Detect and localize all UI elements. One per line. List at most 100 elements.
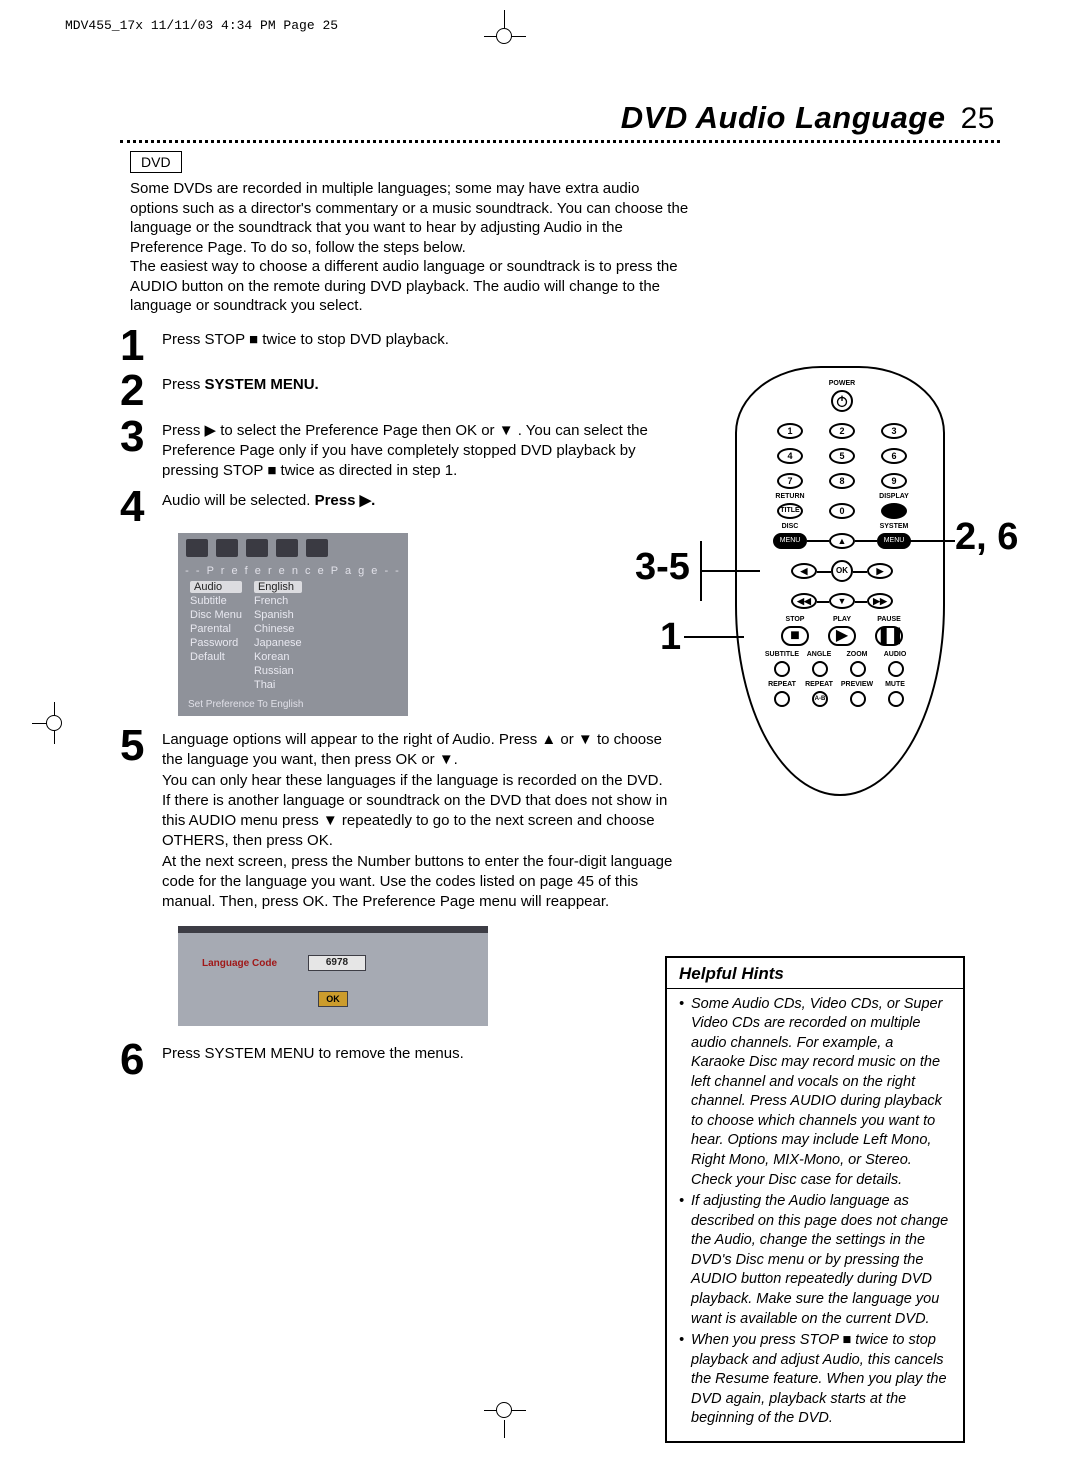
page-title: DVD Audio Language 25 [120,100,995,136]
menu-icon [216,539,238,557]
remote-outline: POWER 1 2 3 4 5 6 7 8 9 RETURN DISPLAY T… [735,366,945,796]
crop-circle [496,1402,512,1418]
menu-item: Japanese [254,637,302,649]
remote-label: RETURN [770,493,810,500]
hint-item: Some Audio CDs, Video CDs, or Super Vide… [679,995,951,1191]
step-num: 1 [120,326,162,366]
remote-next-button: ▶▶ [867,593,893,609]
callout-1: 1 [660,616,681,659]
language-code-ok: OK [318,991,348,1007]
step-num: 6 [120,1040,162,1080]
remote-label: ANGLE [804,651,834,658]
remote-preview-button [850,691,866,707]
menu-item: Chinese [254,623,302,635]
remote-label: ZOOM [842,651,872,658]
line [817,601,829,603]
callout-line [700,570,760,572]
step-body: Press ▶ to select the Preference Page th… [162,417,680,482]
remote-display-button [881,503,907,519]
remote-disc-menu-button: MENU [773,533,807,549]
step-body: Press SYSTEM MENU to remove the menus. [162,1040,464,1080]
callout-line [905,540,955,542]
remote-num: 8 [829,473,855,489]
remote-num: 5 [829,448,855,464]
remote-label: DISC [770,523,810,530]
remote-repeat-button [774,691,790,707]
remote-zoom-button [850,661,866,677]
remote-label: STOP [780,616,810,623]
remote-ok-button: OK [831,560,853,582]
step-num: 2 [120,371,162,411]
remote-num: 6 [881,448,907,464]
language-code-label: Language Code [202,958,277,969]
remote-right-button: ▶ [867,563,893,579]
menu-item: Thai [254,679,302,691]
step-num: 4 [120,487,162,527]
line [853,571,867,573]
menu-icons [182,537,404,563]
remote-repeat-ab-button: A-B [812,691,828,707]
preference-menu-figure: - - P r e f e r e n c e P a g e - - Audi… [178,533,408,716]
remote-num: 9 [881,473,907,489]
remote-prev-button: ◀◀ [791,593,817,609]
menu-icon [306,539,328,557]
crop-circle [496,28,512,44]
remote-label: REPEAT [764,681,800,688]
remote-stop-button: ■ [781,626,809,646]
t: Audio will be selected. [162,492,315,509]
remote-label: AUDIO [880,651,910,658]
remote-label: MUTE [880,681,910,688]
menu-item: Subtitle [190,595,242,607]
remote-label: SYSTEM [874,523,914,530]
menu-icon [186,539,208,557]
crop-circle [46,715,62,731]
callout-line [700,541,702,601]
remote-left-button: ◀ [791,563,817,579]
remote-play-button: ▶ [828,626,856,646]
remote-num: 4 [777,448,803,464]
dvd-badge: DVD [130,151,182,173]
t: Press [162,376,205,393]
line [807,540,829,542]
menu-item: Default [190,651,242,663]
crop-mark [504,10,505,28]
menu-icon [276,539,298,557]
step-num: 3 [120,417,162,482]
hints-title: Helpful Hints [679,964,951,984]
remote-mute-button [888,691,904,707]
title-text: DVD Audio Language [621,100,946,135]
menu-footer: Set Preference To English [182,695,404,712]
power-button-icon [831,390,853,412]
menu-item: Spanish [254,609,302,621]
remote-num: 0 [829,503,855,519]
callout-3-5: 3-5 [635,546,690,589]
crop-mark [504,1420,505,1438]
remote-pause-button: ❚❚ [875,626,903,646]
line [817,571,831,573]
remote-label: DISPLAY [874,493,914,500]
callout-line [684,636,744,638]
page-number: 25 [961,102,995,135]
remote-label: PLAY [827,616,857,623]
remote-label: PREVIEW [840,681,874,688]
step-1: 1 Press STOP ■ twice to stop DVD playbac… [120,326,680,366]
menu-item: Password [190,637,242,649]
intro-text: Some DVDs are recorded in multiple langu… [130,179,690,316]
remote-num: 3 [881,423,907,439]
remote-title-button: TITLE [777,503,803,519]
menu-item: Russian [254,665,302,677]
menu-item: Korean [254,651,302,663]
remote-num: 1 [777,423,803,439]
hint-item: If adjusting the Audio language as descr… [679,1192,951,1329]
hint-item: When you press STOP ■ twice to stop play… [679,1331,951,1429]
remote-label: PAUSE [874,616,904,623]
divider [120,140,1000,143]
line [855,540,877,542]
callout-2-6: 2, 6 [955,516,1018,559]
menu-item: English [254,581,302,593]
step-num: 5 [120,726,162,912]
menu-right-col: English French Spanish Chinese Japanese … [254,581,302,691]
t: SYSTEM MENU. [205,376,319,393]
remote-label: POWER [822,380,862,387]
language-code-figure: Language Code 6978 OK [178,926,488,1026]
